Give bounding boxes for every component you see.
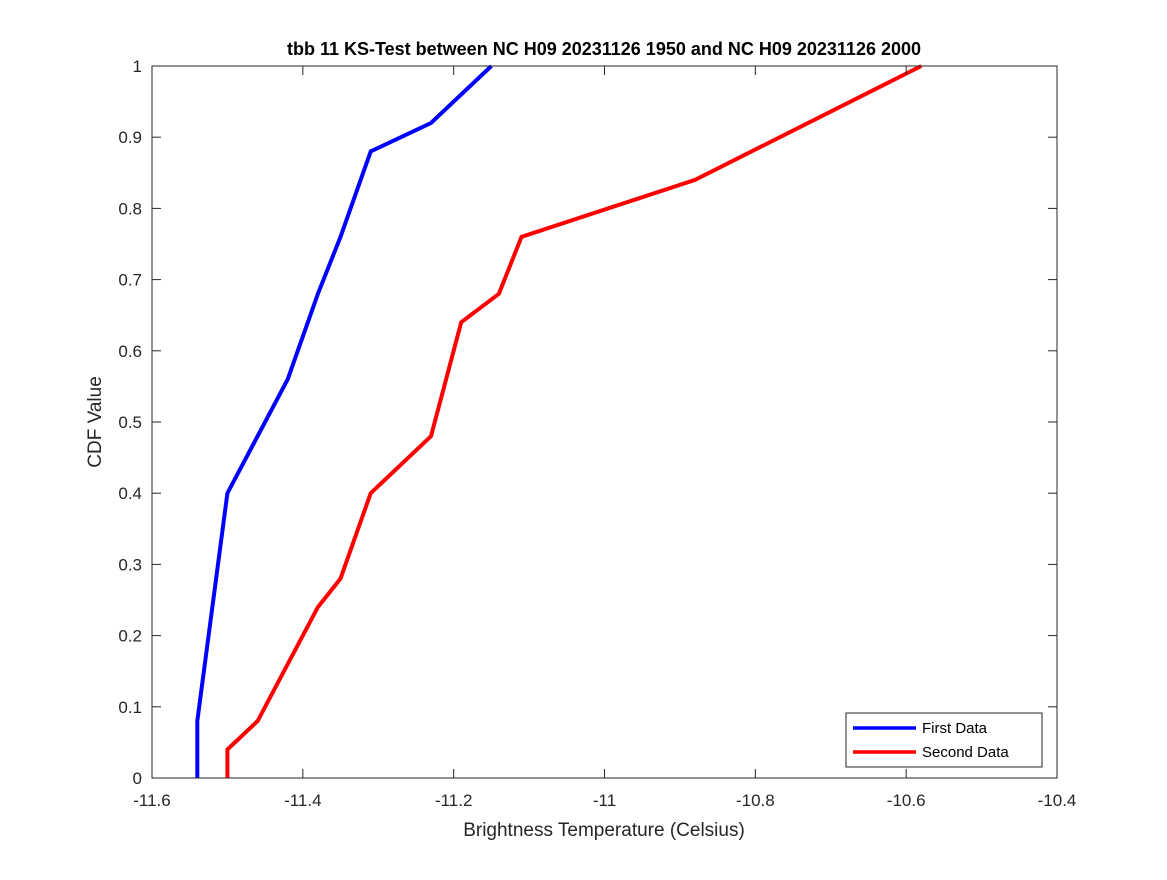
x-tick-label: -11 (593, 791, 616, 810)
y-axis-label: CDF Value (85, 376, 106, 468)
legend-label-first-data: First Data (922, 720, 988, 737)
y-tick-label: 0.4 (118, 484, 142, 503)
x-tick-label: -10.8 (736, 791, 775, 810)
y-tick-label: 0.5 (118, 413, 142, 432)
x-tick-label: -10.4 (1038, 791, 1077, 810)
y-tick-label: 0.8 (118, 199, 142, 218)
legend-box (845, 712, 1043, 768)
y-tick-label: 0 (133, 769, 142, 788)
y-tick-label: 1 (133, 57, 142, 76)
axes-layer: -11.6 -11.4 -11.2 -11 -10.8 -10.6 -10.4 0 0.1 0.2… (118, 57, 1076, 810)
legend: First Data Second Data (845, 712, 1043, 768)
series-layer (195, 64, 923, 778)
x-tick-label: -11.2 (435, 791, 473, 810)
y-tick-label: 0.6 (118, 342, 142, 361)
series-line-first-data (195, 64, 493, 778)
y-tick-label: 0.3 (118, 555, 142, 574)
plot-area (152, 66, 1057, 778)
series-line-second-data (225, 64, 923, 778)
y-tick-label: 0.7 (118, 271, 142, 290)
y-tick-label: 0.1 (118, 698, 142, 717)
x-tick-label: -11.4 (284, 791, 322, 810)
y-tick-label: 0.2 (118, 627, 142, 646)
x-tick-label: -11.6 (133, 791, 171, 810)
chart-title: tbb 11 KS-Test between NC H09 20231126 1… (287, 39, 921, 59)
y-tick-label: 0.9 (118, 128, 142, 147)
legend-label-second-data: Second Data (922, 744, 1009, 761)
x-axis-label: Brightness Temperature (Celsius) (463, 820, 745, 841)
x-tick-label: -10.6 (887, 791, 926, 810)
